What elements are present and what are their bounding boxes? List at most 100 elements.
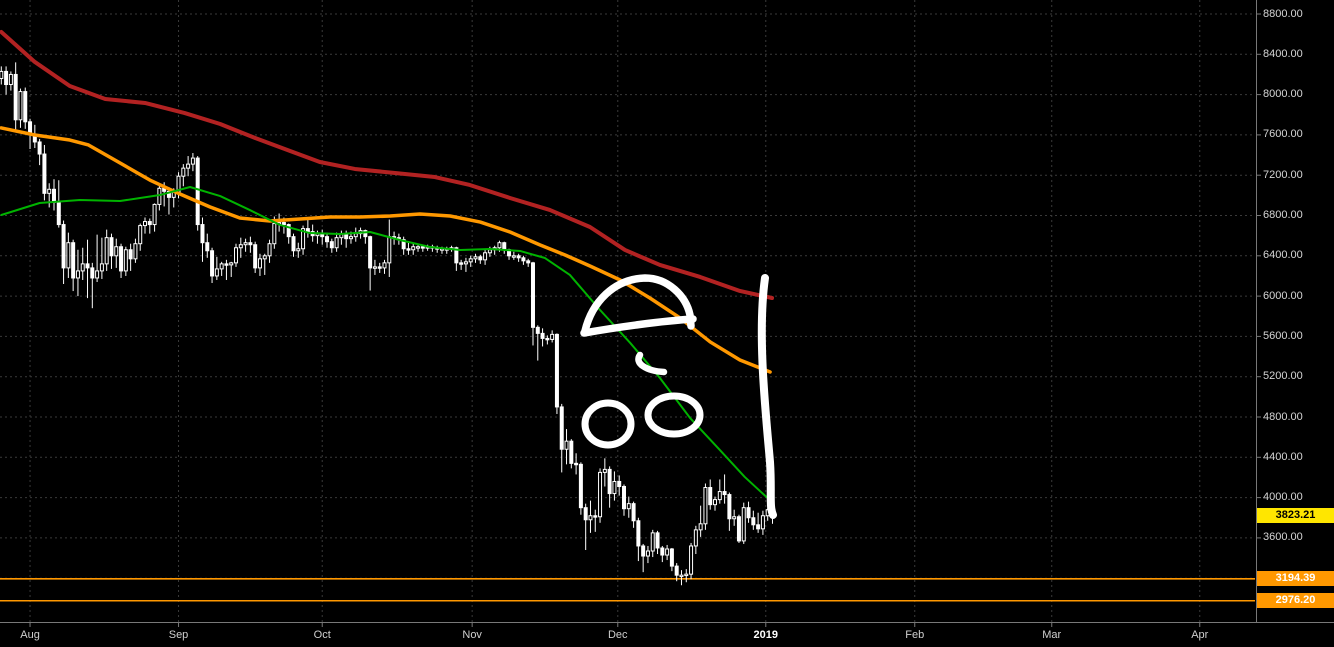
candle-up (382, 262, 387, 269)
candle-up (416, 246, 421, 249)
candle-down (329, 241, 334, 249)
candle-down (368, 236, 373, 269)
candle-up (296, 248, 301, 252)
candle-up (550, 333, 555, 340)
candle-up (186, 163, 191, 169)
candle-up (75, 270, 80, 279)
drawn-left-circle[interactable] (581, 399, 635, 449)
candle-down (655, 532, 660, 549)
candle-down (574, 462, 579, 466)
y-axis-label: 8000.00 (1263, 88, 1303, 101)
candle-down (746, 507, 751, 519)
candle-down (660, 547, 665, 556)
drawn-right-circle[interactable] (644, 392, 704, 438)
candle-up (95, 270, 100, 279)
candle-down (305, 228, 310, 233)
candle-up (463, 261, 468, 265)
candle-up (741, 507, 746, 542)
candle-down (708, 487, 713, 506)
candle-down (166, 190, 171, 198)
candle-down (578, 463, 583, 509)
candle-down (23, 91, 28, 123)
candle-down (61, 224, 66, 269)
candle-up (732, 516, 737, 520)
candle-up (267, 243, 272, 257)
candle-up (0, 70, 4, 79)
candle-down (631, 503, 636, 522)
candle-down (559, 406, 564, 450)
ma-fast-green (0, 185, 771, 501)
candle-up (334, 237, 339, 249)
candle-up (138, 225, 143, 245)
x-axis-label: Dec (607, 629, 628, 641)
drawn-dome-arc[interactable] (581, 274, 695, 335)
candle-down (224, 263, 229, 266)
candle-down (569, 440, 574, 464)
candle-down (722, 491, 727, 496)
candle-up (473, 256, 478, 260)
candle-down (727, 494, 732, 520)
alert-price-badge: 2976.20 (1257, 593, 1334, 609)
x-axis-label: Aug (20, 629, 40, 641)
drawn-dome-base[interactable] (580, 315, 697, 337)
candle-up (152, 203, 157, 226)
candle-down (526, 260, 531, 264)
y-axis-label: 5200.00 (1263, 370, 1303, 383)
drawn-squiggle[interactable] (635, 351, 668, 376)
candle-down (109, 237, 114, 257)
candle-up (698, 523, 703, 531)
candle-up (353, 233, 358, 238)
candle-up (717, 491, 722, 501)
candle-down (641, 545, 646, 557)
candle-down (90, 267, 95, 279)
candle-down (147, 221, 152, 226)
candle-down (13, 73, 18, 121)
candle-up (123, 249, 128, 272)
candle-up (598, 471, 603, 518)
candle-up (243, 242, 248, 246)
x-axis-label: 2019 (753, 629, 779, 641)
alert-price-badge: 3194.39 (1257, 571, 1334, 587)
candle-up (411, 246, 416, 251)
candle-down (530, 262, 535, 328)
y-axis-label: 6000.00 (1263, 289, 1303, 302)
candle-up (47, 188, 52, 194)
candle-up (104, 237, 109, 265)
candle-up (372, 266, 377, 269)
candle-down (540, 332, 545, 339)
candle-up (703, 487, 708, 525)
candle-down (478, 256, 483, 261)
candle-up (483, 252, 488, 261)
candle-down (459, 262, 464, 265)
candle-down (607, 468, 612, 495)
candle-up (348, 236, 353, 240)
candle-up (262, 255, 267, 260)
y-axis-label: 4000.00 (1263, 491, 1303, 504)
candle-up (487, 249, 492, 254)
candle-up (612, 480, 617, 495)
candle-up (66, 242, 71, 269)
candle-down (248, 242, 253, 246)
candle-down (593, 515, 598, 518)
candle-down (37, 141, 42, 155)
candle-up (665, 548, 670, 556)
candle-up (713, 499, 718, 506)
candle-up (468, 258, 473, 263)
candle-down (210, 250, 215, 277)
candle-down (128, 249, 133, 260)
candle-down (56, 201, 61, 226)
y-axis-label: 4800.00 (1263, 410, 1303, 423)
y-axis-label: 8800.00 (1263, 7, 1303, 20)
candle-up (679, 574, 684, 578)
candle-down (291, 236, 296, 252)
candle-up (143, 221, 147, 227)
y-axis-label: 7600.00 (1263, 128, 1303, 141)
drawn-vertical-stroke[interactable] (757, 274, 777, 519)
candle-down (281, 222, 286, 226)
candle-up (8, 73, 13, 86)
candle-down (4, 70, 9, 86)
candle-down (554, 333, 559, 408)
candle-up (238, 244, 243, 249)
